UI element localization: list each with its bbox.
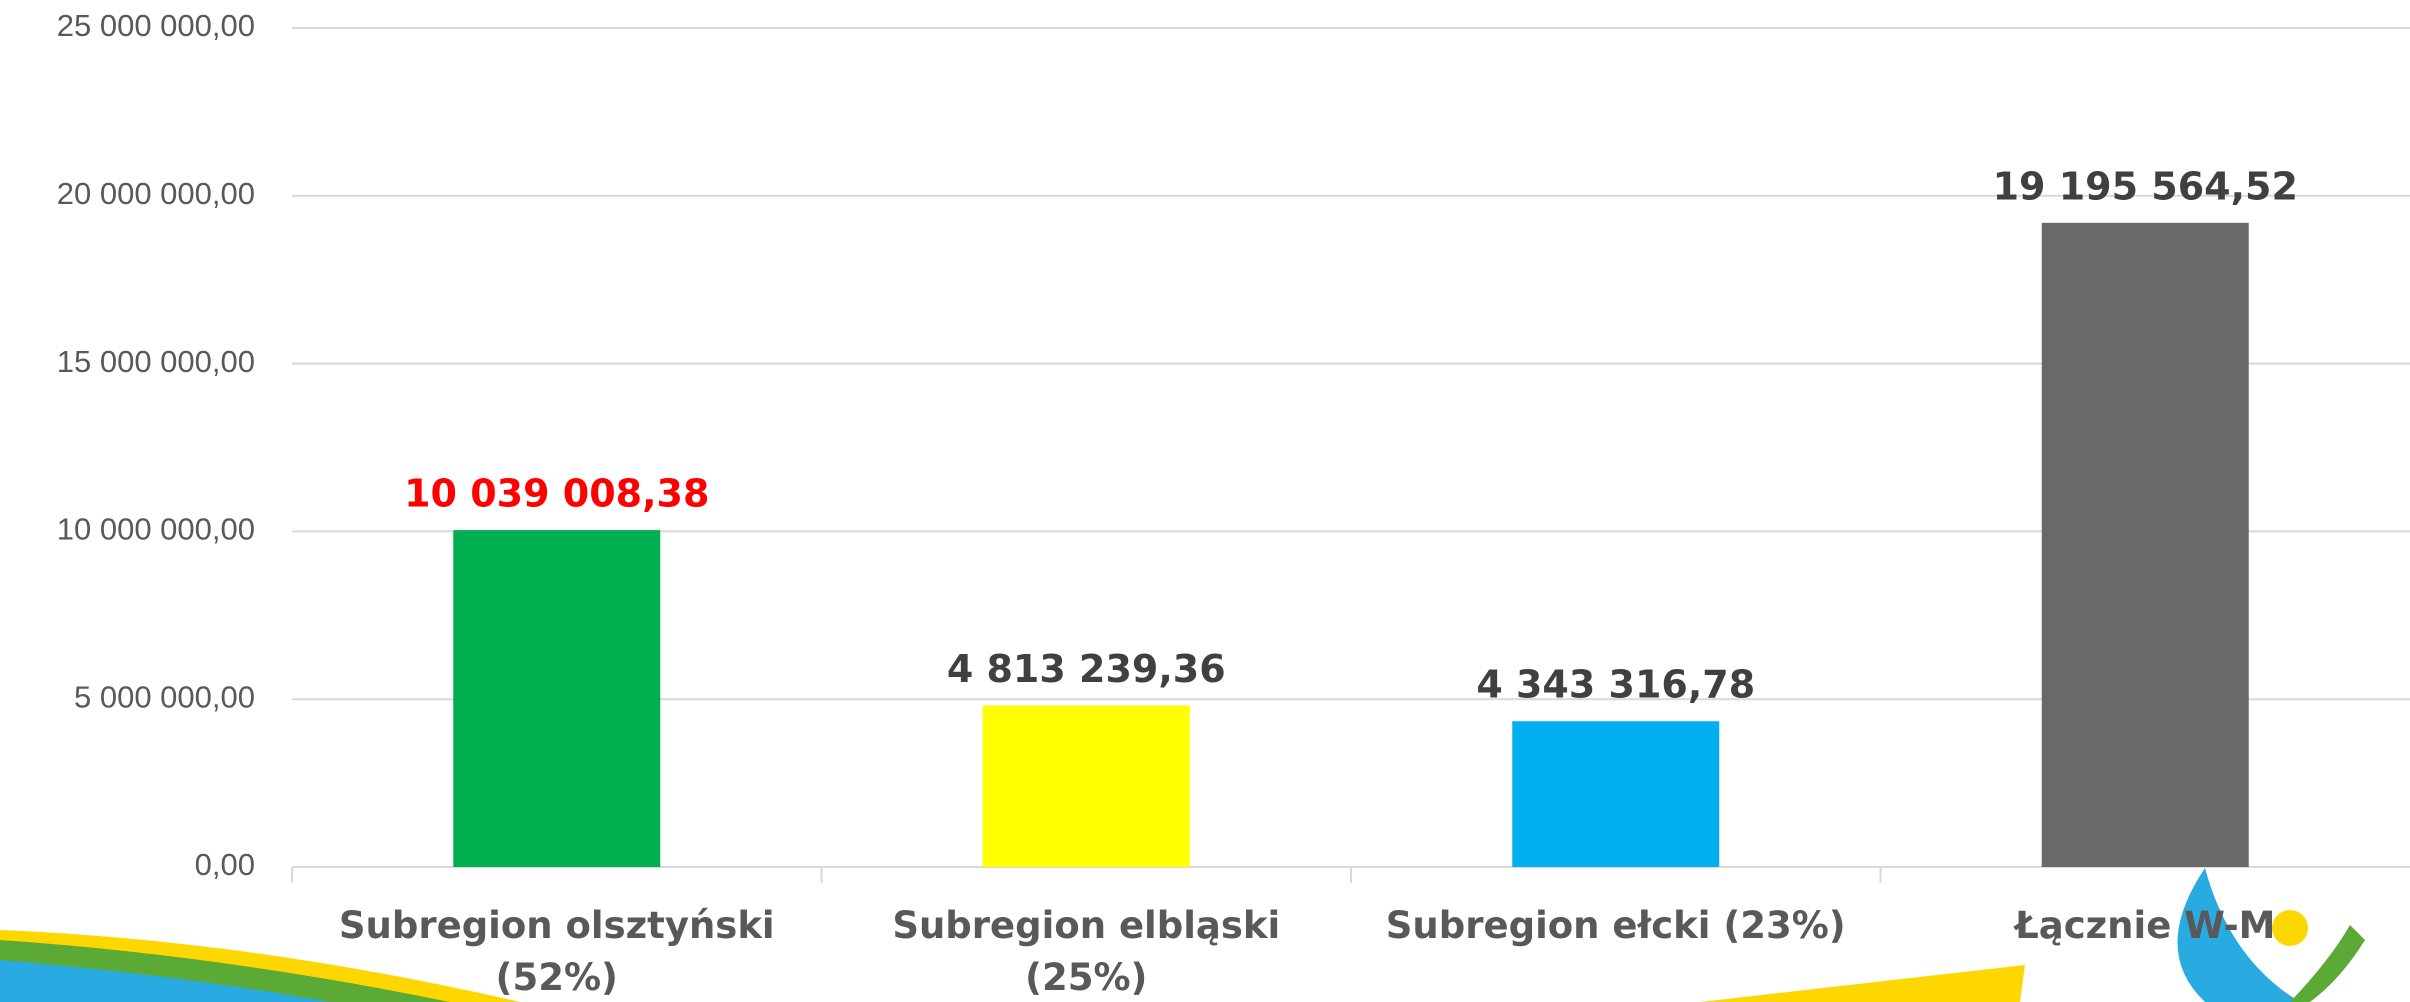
bar — [1512, 721, 1719, 867]
value-label: 19 195 564,52 — [1993, 164, 2298, 208]
value-label: 10 039 008,38 — [404, 472, 709, 516]
y-tick-label: 25 000 000,00 — [57, 8, 255, 43]
y-tick-label: 0,00 — [195, 847, 255, 882]
x-tick-label-box: Subregion olsztyński (52%) — [297, 900, 817, 1002]
y-tick-label: 15 000 000,00 — [57, 344, 255, 379]
bar — [983, 705, 1190, 867]
x-tick-label: Subregion olsztyński (52%) — [297, 900, 817, 1002]
y-tick-label: 20 000 000,00 — [57, 176, 255, 211]
value-label: 4 343 316,78 — [1476, 663, 1755, 707]
x-tick-label: Łącznie W-M — [1885, 900, 2405, 952]
x-tick-label: Subregion elbląski (25%) — [826, 900, 1346, 1002]
value-label: 4 813 239,36 — [947, 647, 1226, 691]
y-tick-label: 5 000 000,00 — [74, 679, 255, 714]
x-tick-label-box: Łącznie W-M — [1885, 900, 2405, 1002]
x-tick-label-box: Subregion elbląski (25%) — [826, 900, 1346, 1002]
x-tick-label-box: Subregion ełcki (23%) — [1356, 900, 1876, 1002]
bar — [453, 530, 660, 867]
y-tick-label: 10 000 000,00 — [57, 512, 255, 547]
bar — [2042, 223, 2249, 867]
chart: 0,00 5 000 000,00 10 000 000,00 15 000 000,… — [0, 0, 2410, 1002]
x-tick-label: Subregion ełcki (23%) — [1356, 900, 1876, 952]
